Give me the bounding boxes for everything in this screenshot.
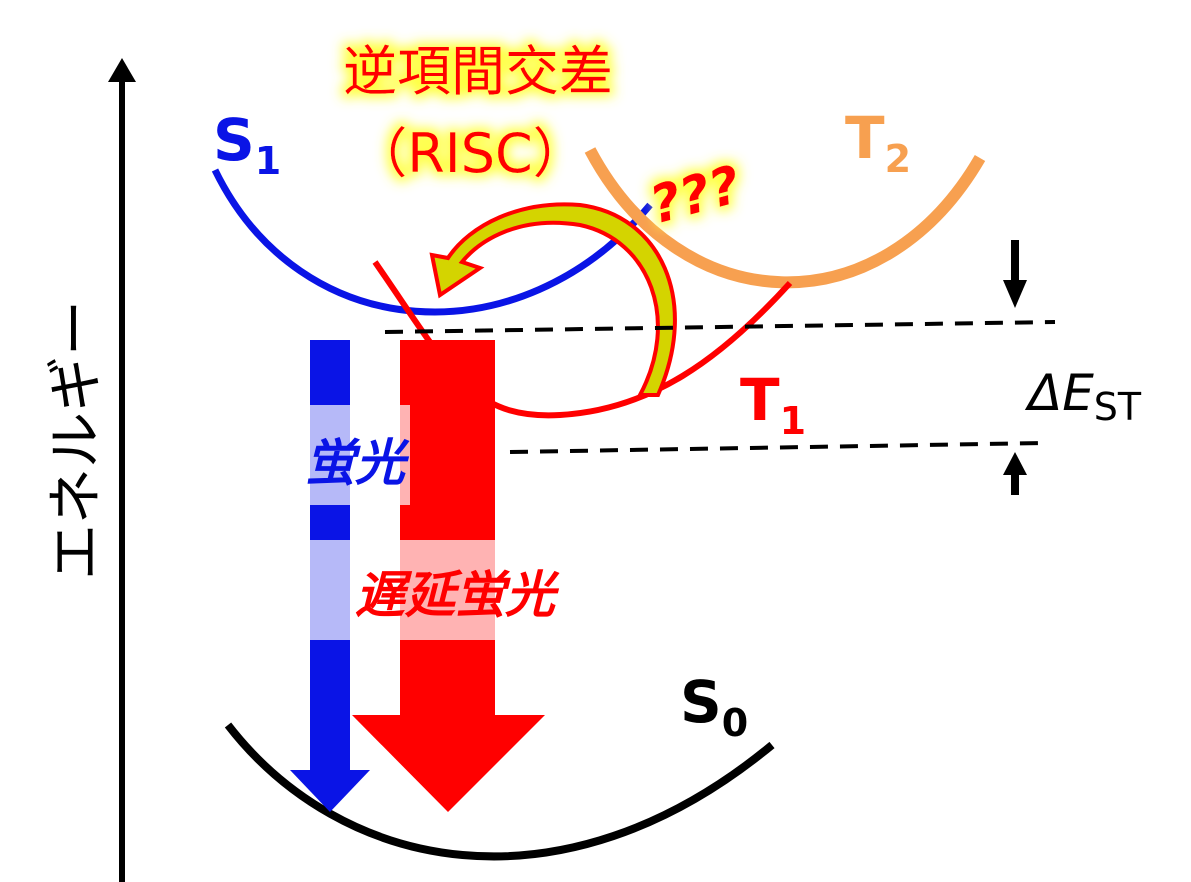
axis-arrowhead	[108, 58, 136, 82]
s0-curve	[224, 722, 775, 861]
state-label: S0	[680, 668, 748, 745]
label-box	[305, 540, 500, 640]
t1-level	[509, 441, 1046, 454]
title-line: 逆項間交差	[343, 40, 613, 103]
gap-arrowhead	[1003, 452, 1027, 475]
axis-label: エネルギー	[44, 300, 109, 580]
state-label: T2	[845, 104, 911, 181]
label-box	[305, 405, 410, 505]
question-label: ???	[644, 155, 747, 236]
gap-arrowhead	[1003, 280, 1027, 308]
s1-curve	[211, 168, 653, 316]
title-line: （RISC）	[353, 122, 586, 185]
state-label: S1	[213, 106, 281, 183]
fluorescence-label: 蛍光	[305, 434, 410, 492]
state-label: T1	[740, 366, 806, 443]
s1-level	[384, 320, 1056, 334]
gap-label: ΔEST	[1024, 364, 1142, 429]
title: 逆項間交差 （RISC） ???	[343, 40, 747, 236]
risc-arrow	[429, 202, 677, 397]
delayed-label: 遅延蛍光	[355, 566, 560, 624]
delayed-arrowhead	[352, 715, 545, 812]
fluorescence-arrowhead	[290, 770, 370, 812]
t2-curve	[584, 147, 986, 289]
delayed-arrow	[400, 340, 495, 717]
